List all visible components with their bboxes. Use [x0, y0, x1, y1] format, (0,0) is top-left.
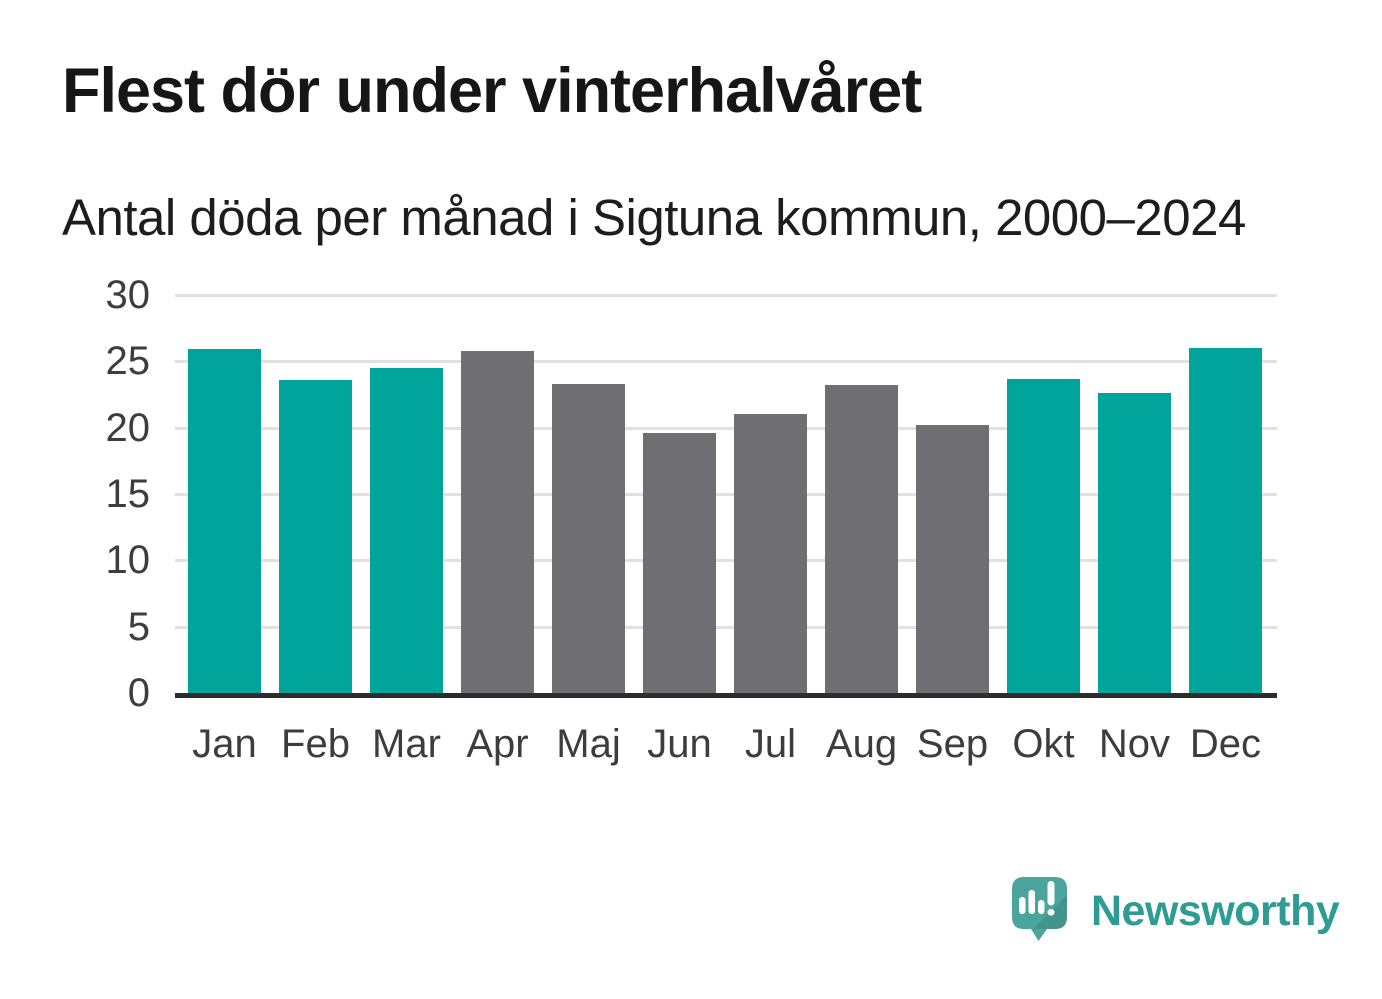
bar-jul [734, 414, 807, 693]
branding: Newsworthy [1012, 876, 1340, 946]
bar-feb [279, 379, 352, 693]
bar-okt [1007, 378, 1080, 693]
bar-apr [461, 350, 534, 693]
x-axis-line [175, 693, 1277, 698]
bar-nov [1098, 393, 1171, 693]
bar-jun [643, 432, 716, 693]
y-tick-label-25: 25 [105, 339, 151, 384]
x-tick-label-dec: Dec [1189, 722, 1262, 766]
y-tick-label-10: 10 [105, 538, 151, 583]
bar-jan [188, 349, 261, 693]
x-tick-label-maj: Maj [556, 722, 621, 766]
gridline-y-5 [175, 625, 1277, 629]
x-tick-label-mar: Mar [372, 722, 441, 766]
gridline-y-15 [175, 493, 1277, 496]
gridline-y-25 [175, 360, 1277, 364]
x-tick-label-feb: Feb [281, 722, 350, 766]
bar-dec [1189, 348, 1262, 693]
chart-subtitle: Antal döda per månad i Sigtuna kommun, 2… [62, 189, 1246, 246]
y-tick-label-0: 0 [127, 671, 150, 715]
y-tick-label-20: 20 [105, 405, 151, 450]
x-tick-label-apr: Apr [466, 722, 529, 766]
x-tick-label-aug: Aug [825, 722, 898, 766]
gridline-y-20 [175, 426, 1277, 430]
gridline-y-30 [175, 294, 1277, 297]
newsworthy-wordmark: Newsworthy [1091, 886, 1340, 935]
y-tick-label-5: 5 [127, 604, 150, 649]
x-tick-label-sep: Sep [916, 722, 989, 766]
newsworthy-logo-icon [1012, 877, 1067, 941]
x-tick-label-jun: Jun [647, 722, 712, 766]
x-tick-label-jul: Jul [744, 722, 797, 766]
gridline-y-10 [175, 559, 1277, 563]
bar-sep [916, 425, 989, 693]
y-tick-label-15: 15 [105, 472, 151, 516]
x-tick-label-okt: Okt [1012, 722, 1075, 766]
bar-mar [370, 367, 443, 693]
bar-aug [825, 385, 898, 693]
x-tick-label-jan: Jan [192, 722, 257, 766]
chart-title: Flest dör under vinterhalvåret [62, 56, 922, 126]
bar-maj [552, 383, 625, 693]
x-tick-label-nov: Nov [1098, 722, 1171, 766]
y-tick-label-30: 30 [105, 273, 151, 317]
